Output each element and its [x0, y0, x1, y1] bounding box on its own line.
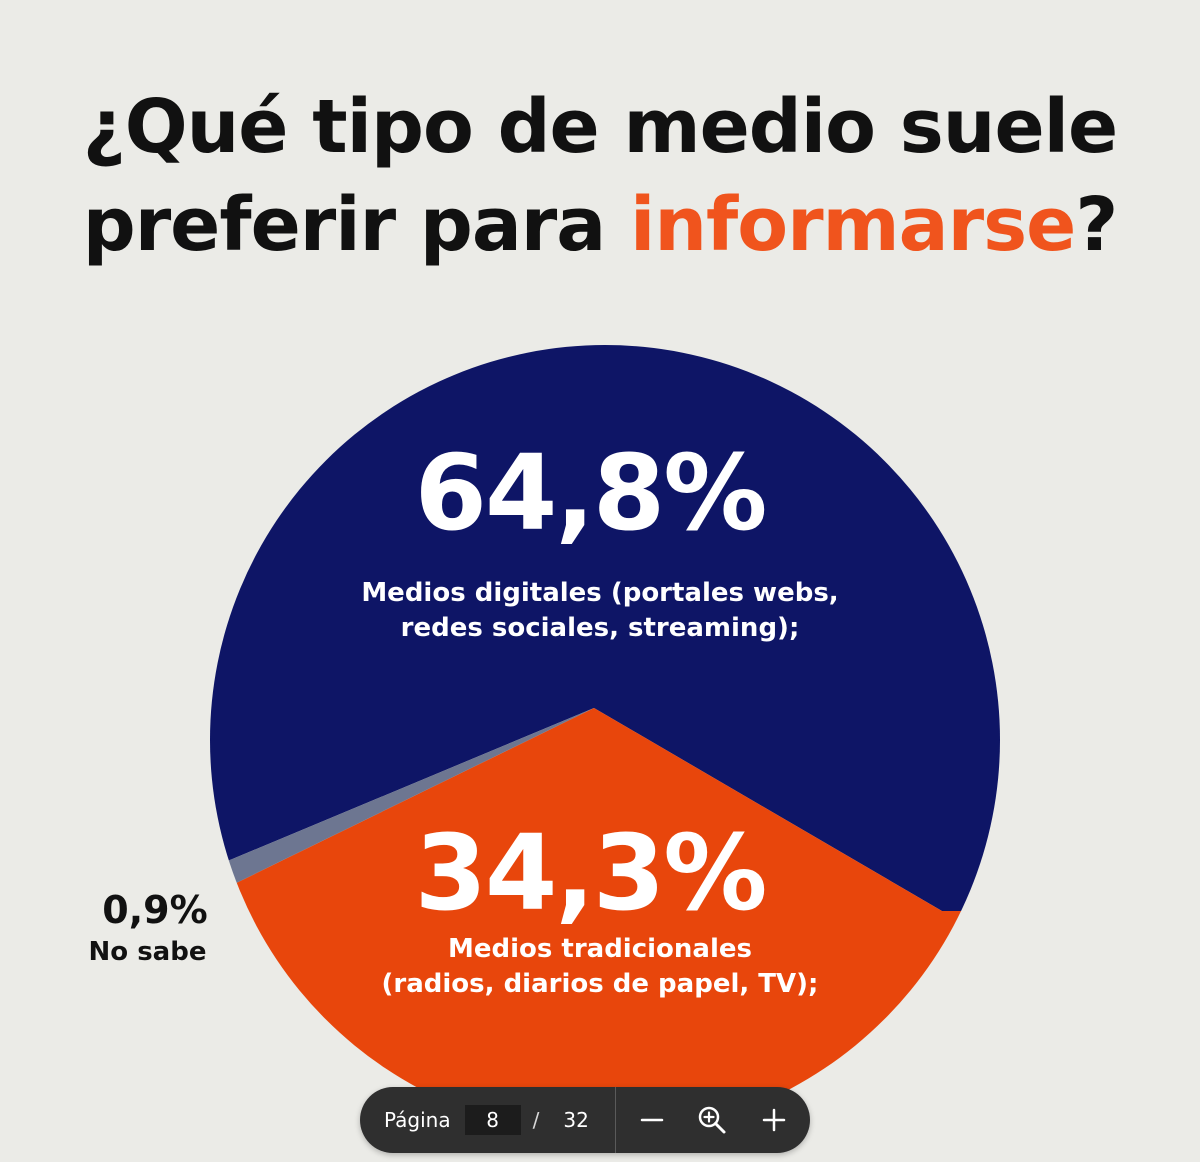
- page-navigation-toolbar: Página / 32: [360, 1087, 810, 1153]
- plus-icon: [762, 1108, 786, 1132]
- pie-slice-digital: [210, 345, 1000, 911]
- zoom-in-button[interactable]: [752, 1098, 796, 1142]
- minus-icon: [640, 1118, 664, 1122]
- nosabe-percentage: 0,9%: [102, 888, 208, 932]
- fit-zoom-button[interactable]: [690, 1098, 734, 1142]
- digital-label: Medios digitales (portales webs, redes s…: [290, 576, 910, 646]
- nosabe-label: No sabe: [88, 937, 207, 967]
- digital-percentage: 64,8%: [414, 432, 768, 554]
- page-label: Página: [384, 1108, 451, 1132]
- total-pages: 32: [563, 1108, 589, 1132]
- digital-label-line-1: Medios digitales (portales webs,: [361, 578, 839, 608]
- traditional-label: Medios tradicionales (radios, diarios de…: [290, 932, 910, 1002]
- title-line-2-suffix: ?: [1075, 182, 1118, 268]
- title-line-1: ¿Qué tipo de medio suele: [82, 84, 1118, 170]
- traditional-label-line-2: (radios, diarios de papel, TV);: [381, 969, 819, 999]
- traditional-percentage: 34,3%: [414, 812, 768, 934]
- digital-label-line-2: redes sociales, streaming);: [400, 613, 800, 643]
- page-number-input[interactable]: [464, 1105, 521, 1135]
- title-line-2-prefix: preferir para: [82, 182, 630, 268]
- traditional-label-line-1: Medios tradicionales: [447, 934, 752, 964]
- zoom-out-button[interactable]: [630, 1098, 674, 1142]
- pie-slice-traditional: [210, 708, 1000, 1135]
- chart-title: ¿Qué tipo de medio suele preferir para i…: [0, 78, 1200, 274]
- toolbar-divider: [614, 1087, 616, 1153]
- title-highlight: informarse: [629, 182, 1076, 268]
- page-separator: /: [532, 1108, 540, 1132]
- zoom-in-icon: [698, 1106, 726, 1134]
